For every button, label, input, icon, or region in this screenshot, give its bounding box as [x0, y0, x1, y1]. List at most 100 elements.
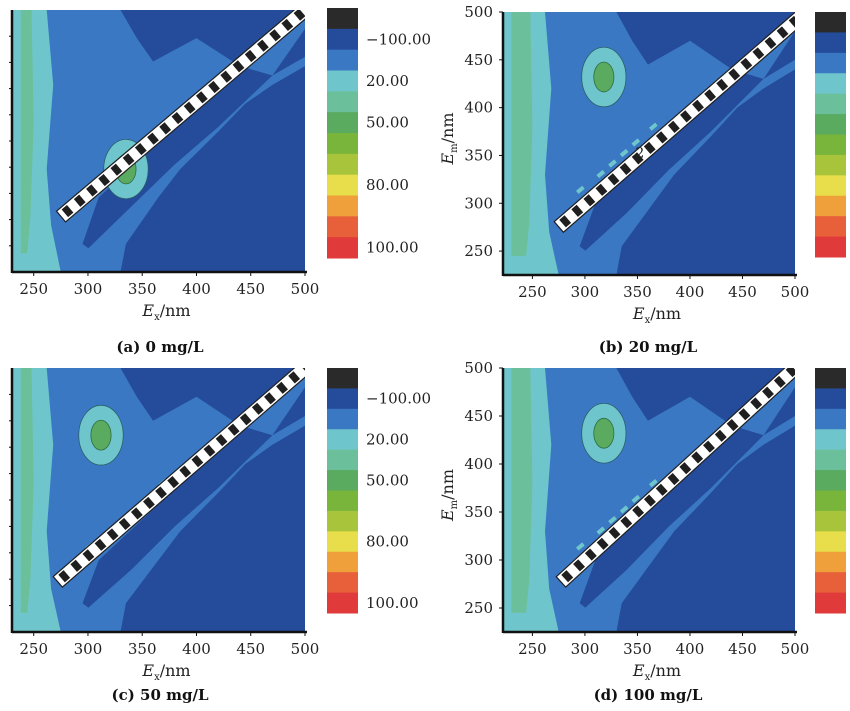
- scatter-band-diamond: [773, 375, 786, 388]
- colorbar-swatch: [815, 572, 846, 594]
- colorbar: −100.00 20.00 50.00 80.00 100.00: [327, 8, 431, 259]
- colorbar-swatch: [815, 510, 846, 532]
- x-tick-label: 250: [19, 640, 48, 658]
- colorbar-swatch: [815, 93, 846, 115]
- y-tick-label: 250: [464, 242, 493, 260]
- colorbar-swatch: [815, 531, 846, 553]
- colorbar-swatch: [815, 551, 846, 573]
- colorbar-swatch: [815, 592, 846, 614]
- scatter-band-diamond: [750, 397, 763, 410]
- scatter-band-diamond: [573, 559, 586, 572]
- scatter-band: [55, 10, 305, 223]
- scatter-band-diamond: [232, 60, 245, 73]
- colorbar-swatch: [815, 73, 846, 95]
- y-tick-label: 300: [464, 194, 493, 212]
- x-tick-label: 450: [728, 640, 757, 658]
- colorbar-swatch: [327, 368, 358, 389]
- scatter-band-diamond: [118, 517, 131, 530]
- scatter-band-diamond: [98, 173, 111, 187]
- scatter-band-diamond: [571, 204, 584, 217]
- contour-fragment: [619, 505, 629, 514]
- colorbar-swatch: [815, 114, 846, 135]
- colorbar-swatch: [815, 134, 846, 156]
- panel-caption: (d) 100 mg/L: [594, 686, 703, 704]
- colorbar-swatch: [327, 91, 358, 113]
- scatter-band-diamond: [134, 142, 147, 156]
- panel-d: 250 300 350 400 450 500 Ex/nm 250 300 350 400 450 50…: [438, 359, 846, 704]
- colorbar-label: 20.00: [366, 430, 409, 448]
- colorbar-swatch: [327, 408, 358, 430]
- scatter-band-diamond: [195, 91, 208, 104]
- scatter-band-diamond: [561, 570, 574, 583]
- colorbar-swatch: [815, 154, 846, 176]
- colorbar-swatch: [327, 470, 358, 491]
- scatter-band-diamond: [191, 455, 204, 468]
- scatter-band-diamond: [608, 526, 621, 540]
- scatter-band-diamond: [788, 15, 795, 28]
- scatter-band-diamond: [288, 371, 301, 384]
- peak-inner-contour: [90, 419, 112, 451]
- colorbar: [815, 12, 846, 258]
- x-tick-label: 450: [236, 640, 265, 658]
- scatter-band-diamond: [61, 205, 74, 218]
- colorbar-swatch: [327, 572, 358, 594]
- contour-fragment: [619, 148, 629, 158]
- colorbar-swatch: [815, 368, 846, 389]
- colorbar-label: 100.00: [366, 594, 419, 612]
- scatter-band-diamond: [643, 494, 656, 507]
- scatter-band-diamond: [276, 381, 288, 394]
- scatter-band: [52, 368, 305, 588]
- colorbar-swatch: [327, 429, 358, 451]
- scatter-band-diamond: [643, 141, 656, 154]
- contour-level-seafoam-strip: [511, 12, 533, 256]
- colorbar-label: 50.00: [366, 471, 409, 489]
- colorbar-swatch: [327, 133, 358, 155]
- contour-plot: [503, 368, 795, 632]
- scatter-band-diamond: [155, 486, 167, 499]
- y-tick-label: 400: [464, 99, 493, 117]
- colorbar-swatch: [815, 216, 846, 238]
- x-tick-label: 250: [518, 283, 547, 301]
- scatter-band-diamond: [208, 80, 220, 94]
- scatter-band-diamond: [596, 537, 609, 550]
- x-axis-label: Ex/nm: [141, 301, 190, 323]
- scatter-band-diamond: [559, 215, 572, 228]
- colorbar-swatch: [327, 195, 358, 217]
- colorbar-swatch: [815, 236, 846, 258]
- colorbar-swatch: [327, 388, 358, 410]
- colorbar-label: 80.00: [366, 176, 409, 194]
- colorbar-swatch: [327, 490, 358, 512]
- y-tick-label: 500: [464, 3, 493, 21]
- annotation-label: 2: [635, 145, 644, 161]
- scatter-band: [553, 12, 795, 234]
- scatter-band-diamond: [147, 132, 159, 145]
- scatter-band-diamond: [256, 39, 269, 52]
- x-tick-label: 500: [781, 640, 810, 658]
- colorbar-swatch: [327, 449, 358, 471]
- scatter-band-diamond: [752, 47, 765, 60]
- colorbar-swatch: [327, 510, 358, 532]
- x-tick-label: 250: [19, 280, 48, 298]
- scatter-band-diamond: [583, 194, 596, 207]
- panel-a: 250 300 350 400 450 500 Ex/nm −100.00 20.00 50.00…: [9, 8, 431, 356]
- scatter-band-diamond: [167, 475, 180, 489]
- colorbar-swatch: [327, 112, 358, 134]
- scatter-band-diamond: [667, 120, 680, 133]
- scatter-band-diamond: [203, 444, 216, 457]
- colorbar-swatch: [815, 195, 846, 217]
- scatter-band-diamond: [122, 153, 135, 166]
- y-tick-label: 350: [464, 503, 493, 521]
- scatter-band-diamond: [171, 111, 184, 125]
- scatter-band-diamond: [159, 122, 172, 135]
- colorbar-swatch: [327, 216, 358, 238]
- colorbar-swatch: [327, 70, 358, 92]
- colorbar-swatch: [327, 531, 358, 553]
- peak-inner-contour: [593, 417, 615, 449]
- scatter-band-diamond: [106, 528, 119, 541]
- scatter-band-diamond: [738, 408, 751, 421]
- contour-level-deep-blue-core: [120, 425, 305, 632]
- colorbar-label: 80.00: [366, 533, 409, 551]
- scatter-band-diamond: [130, 507, 143, 520]
- x-axis-label: Ex/nm: [632, 661, 681, 683]
